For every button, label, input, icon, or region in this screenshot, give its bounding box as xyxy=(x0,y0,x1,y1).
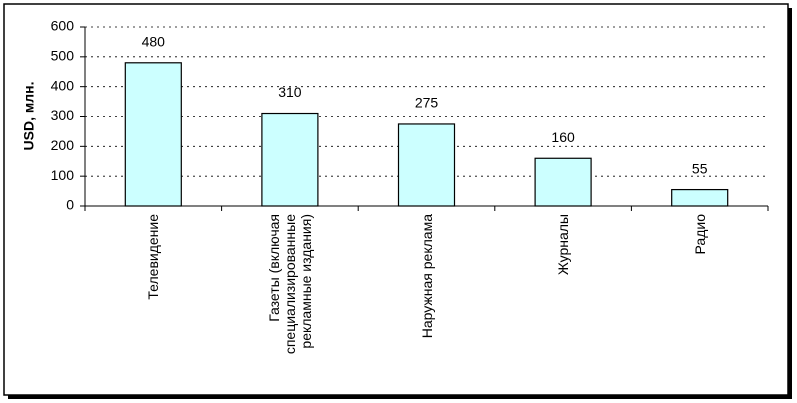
x-tick-label: Радио xyxy=(691,214,708,255)
data-label: 275 xyxy=(415,95,439,111)
bar xyxy=(671,188,729,207)
y-tick-label: 200 xyxy=(51,137,75,153)
bar xyxy=(124,62,182,207)
data-label: 160 xyxy=(551,129,575,145)
x-tick-label: Газеты (включая специализированные рекла… xyxy=(265,214,314,355)
data-label: 310 xyxy=(278,84,302,100)
x-tick-label: Наружная реклама xyxy=(418,214,435,339)
data-label: 55 xyxy=(692,160,708,176)
x-tick-label: Телевидение xyxy=(145,214,162,300)
frame xyxy=(3,3,789,396)
y-tick-label: 100 xyxy=(51,167,75,183)
y-tick-label: 300 xyxy=(51,107,75,123)
frame-shadow xyxy=(788,8,792,399)
y-tick-label: 600 xyxy=(51,18,75,34)
bar xyxy=(397,123,456,207)
bar xyxy=(534,157,592,207)
bar xyxy=(261,112,319,207)
y-tick-label: 0 xyxy=(66,197,74,213)
frame-shadow xyxy=(8,395,792,399)
y-axis-label: USD, млн. xyxy=(21,82,37,151)
y-tick-label: 500 xyxy=(51,48,75,64)
x-tick-label: Журналы xyxy=(555,214,572,276)
y-tick-label: 400 xyxy=(51,77,75,93)
data-label: 480 xyxy=(142,34,166,50)
